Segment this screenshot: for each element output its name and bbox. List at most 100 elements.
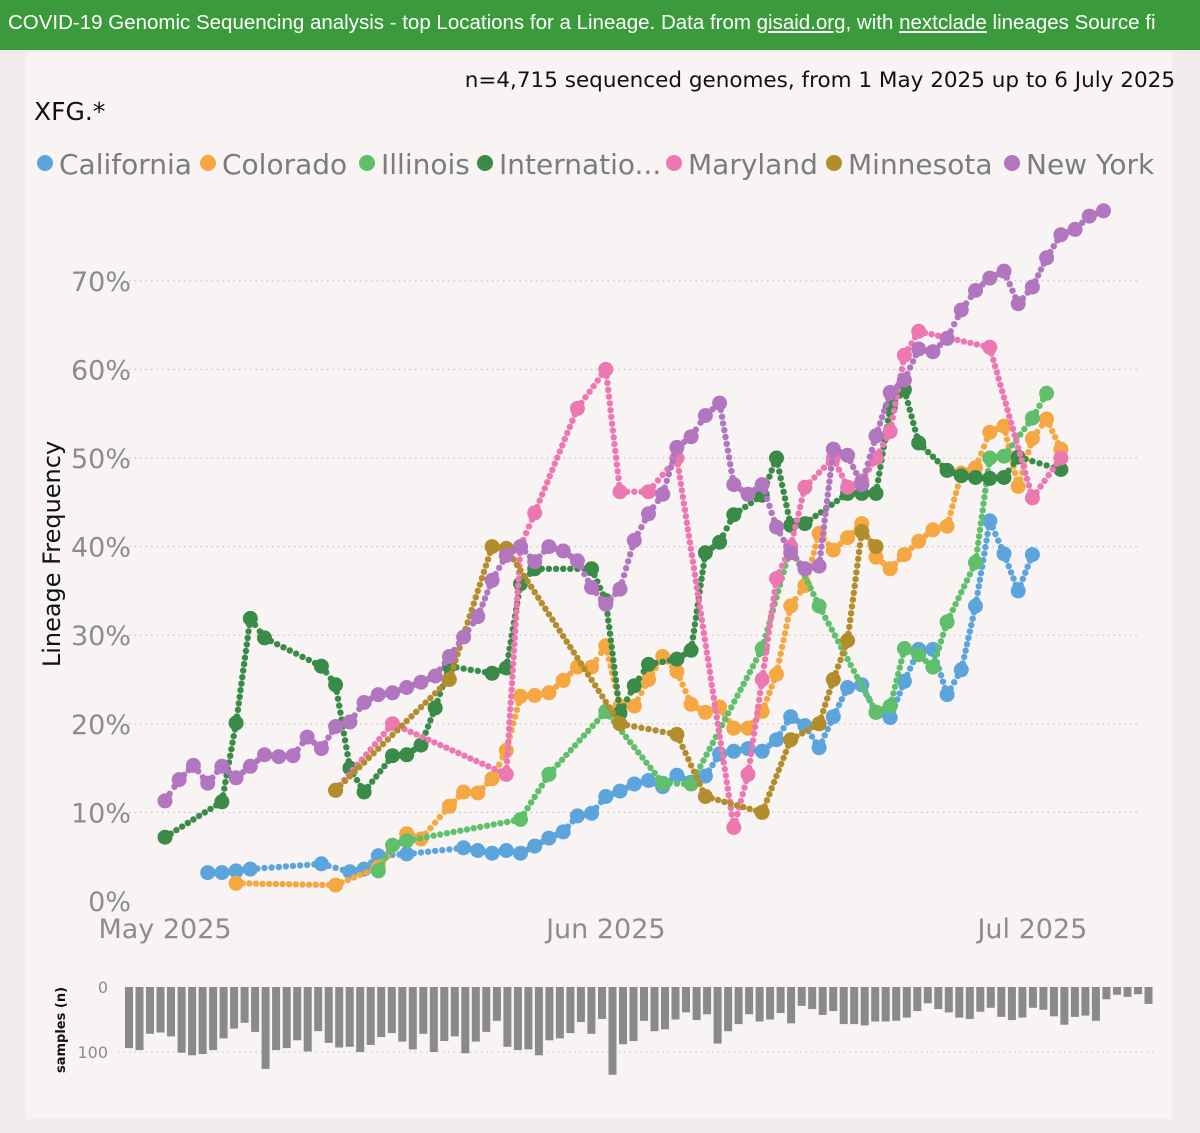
data-point[interactable] [882, 423, 898, 439]
data-point[interactable] [697, 408, 713, 423]
data-point[interactable] [712, 395, 728, 411]
data-point[interactable] [541, 685, 557, 701]
data-point[interactable] [569, 553, 585, 569]
data-point[interactable] [299, 729, 315, 745]
data-point[interactable] [1024, 490, 1040, 506]
data-point[interactable] [783, 732, 799, 748]
data-point[interactable] [683, 429, 699, 445]
data-point[interactable] [783, 709, 799, 725]
data-point[interactable] [313, 658, 329, 674]
data-point[interactable] [797, 561, 813, 577]
data-point[interactable] [939, 614, 955, 630]
data-point[interactable] [1010, 296, 1026, 312]
data-point[interactable] [228, 863, 244, 879]
data-point[interactable] [484, 665, 500, 681]
data-point[interactable] [612, 484, 628, 500]
data-point[interactable] [754, 477, 770, 493]
data-point[interactable] [769, 666, 784, 682]
data-point[interactable] [754, 672, 770, 687]
data-point[interactable] [555, 543, 571, 559]
data-point[interactable] [925, 659, 941, 675]
data-point[interactable] [840, 530, 856, 546]
data-point[interactable] [754, 804, 770, 820]
data-point[interactable] [811, 716, 827, 732]
data-point[interactable] [769, 519, 784, 535]
data-point[interactable] [513, 845, 528, 861]
data-point[interactable] [825, 542, 841, 558]
data-point[interactable] [626, 698, 642, 714]
data-point[interactable] [200, 775, 216, 791]
data-point[interactable] [1010, 478, 1026, 494]
data-point[interactable] [996, 546, 1012, 562]
data-point[interactable] [726, 820, 742, 835]
data-point[interactable] [399, 846, 415, 862]
data-point[interactable] [399, 747, 415, 763]
data-point[interactable] [157, 793, 173, 809]
data-point[interactable] [242, 610, 258, 626]
data-point[interactable] [911, 647, 927, 663]
data-point[interactable] [996, 263, 1012, 279]
data-point[interactable] [285, 748, 301, 764]
data-point[interactable] [896, 673, 912, 689]
data-point[interactable] [854, 477, 870, 493]
data-point[interactable] [939, 330, 955, 346]
data-point[interactable] [541, 539, 557, 555]
data-point[interactable] [840, 479, 856, 495]
legend-label[interactable]: New York [1026, 148, 1155, 181]
data-point[interactable] [953, 662, 969, 678]
data-point[interactable] [655, 486, 671, 502]
data-point[interactable] [171, 772, 187, 788]
data-point[interactable] [228, 875, 244, 891]
data-point[interactable] [825, 441, 841, 457]
data-point[interactable] [697, 768, 713, 784]
data-point[interactable] [584, 579, 600, 595]
data-point[interactable] [811, 740, 827, 756]
data-point[interactable] [754, 743, 770, 759]
data-point[interactable] [726, 507, 742, 523]
data-point[interactable] [157, 829, 173, 845]
data-point[interactable] [655, 649, 671, 664]
data-point[interactable] [569, 808, 585, 824]
data-point[interactable] [1024, 547, 1040, 563]
data-point[interactable] [968, 470, 983, 485]
data-point[interactable] [1039, 411, 1055, 427]
data-point[interactable] [441, 798, 457, 814]
data-point[interactable] [313, 741, 329, 757]
data-point[interactable] [996, 448, 1012, 464]
data-point[interactable] [470, 843, 486, 858]
data-point[interactable] [271, 749, 287, 765]
data-point[interactable] [228, 770, 244, 786]
data-point[interactable] [896, 347, 912, 363]
data-point[interactable] [953, 468, 969, 484]
data-point[interactable] [498, 766, 514, 782]
data-point[interactable] [868, 428, 884, 444]
data-point[interactable] [498, 843, 514, 858]
data-point[interactable] [228, 715, 244, 731]
data-point[interactable] [982, 470, 998, 486]
data-point[interactable] [669, 439, 685, 455]
data-point[interactable] [584, 561, 600, 577]
data-point[interactable] [598, 361, 614, 377]
data-point[interactable] [441, 649, 457, 664]
data-point[interactable] [456, 784, 472, 800]
data-point[interactable] [513, 688, 528, 704]
data-point[interactable] [569, 400, 585, 416]
data-point[interactable] [328, 877, 344, 893]
data-point[interactable] [413, 737, 429, 753]
data-point[interactable] [783, 545, 799, 561]
data-point[interactable] [612, 581, 628, 597]
data-point[interactable] [840, 447, 856, 463]
data-point[interactable] [1010, 583, 1026, 599]
data-point[interactable] [1053, 450, 1069, 466]
legend-label[interactable]: Maryland [688, 148, 818, 181]
data-point[interactable] [584, 659, 600, 675]
data-point[interactable] [740, 766, 756, 782]
data-point[interactable] [342, 714, 358, 730]
data-point[interactable] [527, 505, 543, 521]
data-point[interactable] [470, 609, 486, 625]
legend-label[interactable]: California [59, 148, 192, 181]
data-point[interactable] [896, 547, 912, 563]
data-point[interactable] [953, 302, 969, 318]
data-point[interactable] [939, 687, 955, 703]
data-point[interactable] [1096, 203, 1111, 219]
